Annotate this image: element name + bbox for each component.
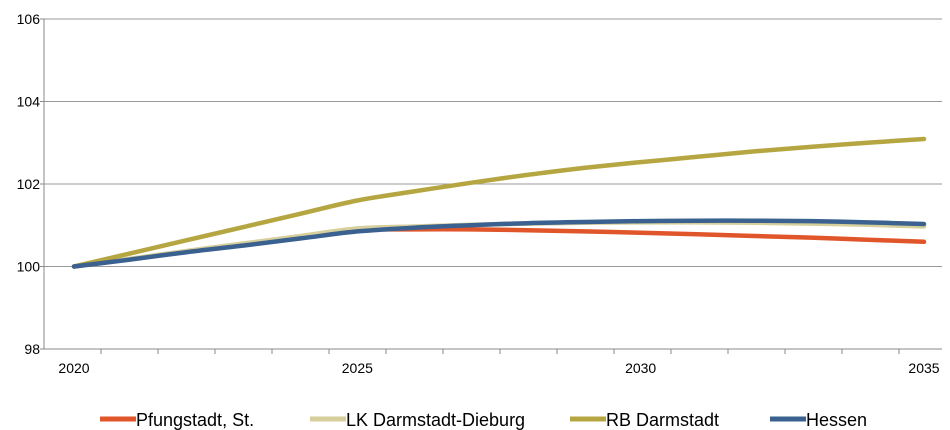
legend-label-hessen: Hessen <box>806 410 867 430</box>
y-tick-label-100: 100 <box>17 259 41 275</box>
x-tick-label-2020: 2020 <box>58 360 89 376</box>
x-tick-label-2025: 2025 <box>342 360 373 376</box>
series-line-rb-darmstadt <box>71 136 927 269</box>
y-tick-label-106: 106 <box>17 11 41 27</box>
gridlines <box>44 18 942 267</box>
series-line-hessen <box>71 218 927 269</box>
legend-label-lk-darmstadt-dieburg: LK Darmstadt-Dieburg <box>346 410 525 430</box>
series-lines <box>71 136 927 269</box>
legend-label-pfungstadt-st: Pfungstadt, St. <box>136 410 254 430</box>
legend: Pfungstadt, St. LK Darmstadt-Dieburg RB Da… <box>100 410 867 430</box>
y-tick-label-102: 102 <box>17 176 41 192</box>
axes: 98 100 102 104 106 2020 2025 2030 2035 <box>17 11 942 376</box>
x-tick-label-2030: 2030 <box>625 360 656 376</box>
legend-label-rb-darmstadt: RB Darmstadt <box>606 410 719 430</box>
y-tick-label-104: 104 <box>17 94 41 110</box>
x-tick-label-2035: 2035 <box>908 360 939 376</box>
y-tick-label-98: 98 <box>24 341 40 357</box>
